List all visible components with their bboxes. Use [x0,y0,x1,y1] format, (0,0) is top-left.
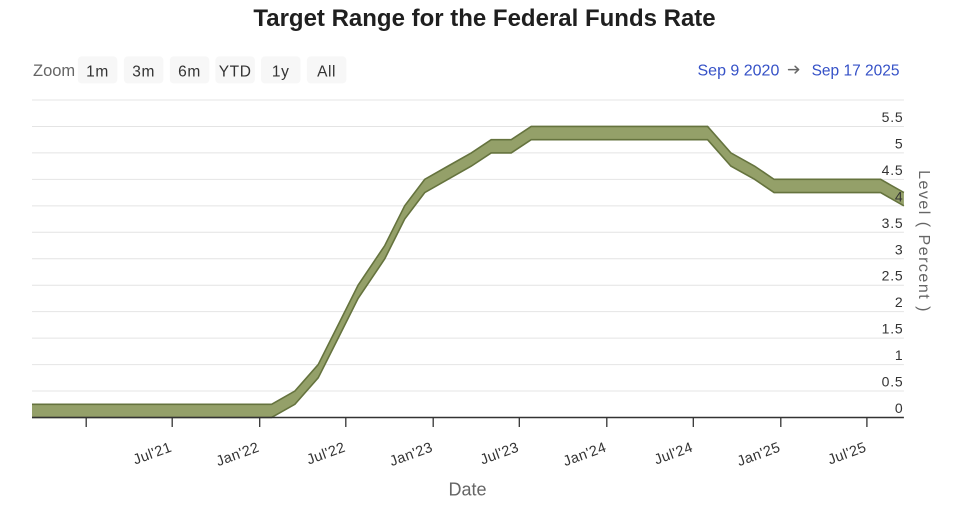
svg-text:Target Range for the Federal F: Target Range for the Federal Funds Rate [253,5,715,32]
svg-text:5: 5 [895,135,904,151]
svg-text:YTD: YTD [219,63,252,80]
svg-text:1m: 1m [86,63,109,80]
svg-text:3: 3 [895,241,904,257]
svg-text:Level ( Percent ): Level ( Percent ) [915,170,932,313]
svg-text:4.5: 4.5 [882,162,904,178]
svg-text:3m: 3m [132,63,155,80]
svg-text:4: 4 [895,188,904,204]
svg-text:5.5: 5.5 [882,109,904,125]
svg-text:0: 0 [895,400,904,416]
svg-text:Zoom: Zoom [33,62,75,80]
svg-text:3.5: 3.5 [882,215,904,231]
svg-text:1: 1 [895,347,904,363]
svg-text:0.5: 0.5 [882,374,904,390]
svg-text:1y: 1y [272,63,290,80]
svg-text:Date: Date [448,480,486,500]
svg-text:Sep 17 2025: Sep 17 2025 [812,63,900,80]
svg-text:6m: 6m [178,63,201,80]
svg-text:1.5: 1.5 [882,321,904,337]
svg-text:2.5: 2.5 [882,268,904,284]
svg-text:Sep 9 2020: Sep 9 2020 [698,63,780,80]
svg-text:All: All [317,63,336,80]
svg-text:2: 2 [895,294,904,310]
